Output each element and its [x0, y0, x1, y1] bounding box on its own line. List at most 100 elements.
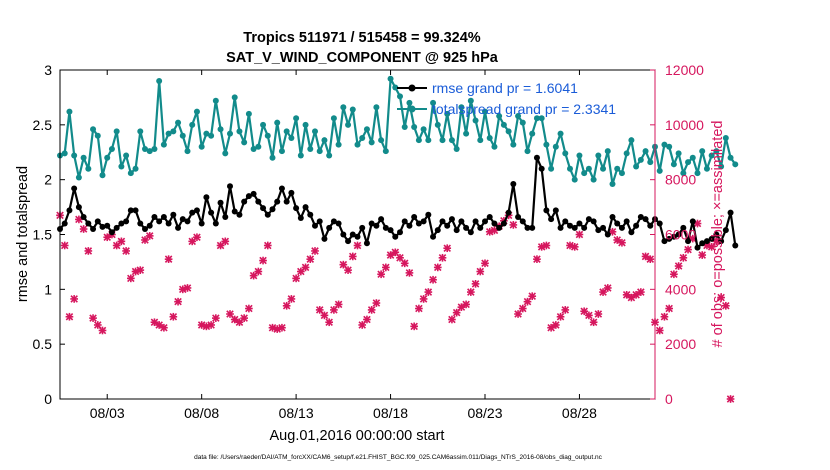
y-left-tick-label: 2	[44, 172, 52, 188]
legend-rmse-swatch	[397, 84, 427, 92]
series-totalspread-point	[420, 126, 427, 133]
series-rmse-point	[609, 213, 616, 220]
series-totalspread-point	[269, 154, 276, 161]
series-totalspread-point	[307, 145, 314, 152]
obs-point	[282, 301, 291, 310]
series-totalspread-point	[363, 126, 370, 133]
y-left-tick-label: 1	[44, 281, 52, 297]
series-totalspread-point	[118, 163, 125, 170]
series-totalspread-point	[222, 150, 229, 157]
series-rmse-point	[264, 211, 271, 218]
y-axis-left: 0 0.5 1 1.5 2 2.5 3	[33, 62, 65, 407]
obs-point	[684, 245, 692, 254]
obs-point	[476, 267, 485, 276]
series-totalspread-point	[694, 170, 701, 177]
series-rmse-point	[448, 216, 455, 223]
series-rmse-point	[165, 220, 172, 227]
y-axis-right-label: # of obs: o=possible; ×=assimilated	[710, 121, 726, 348]
obs-point	[245, 304, 253, 313]
series-rmse-point	[486, 213, 493, 220]
series-totalspread-point	[496, 113, 503, 120]
series-totalspread-point	[142, 145, 148, 152]
obs-point	[301, 263, 310, 272]
series-totalspread-point	[415, 137, 422, 144]
x-tick-label: 08/13	[279, 405, 314, 421]
series-rmse-point	[633, 222, 640, 229]
series-totalspread-point	[137, 128, 144, 135]
series-rmse-point	[160, 213, 167, 220]
obs-point	[466, 288, 475, 296]
series-rmse-point	[297, 215, 304, 222]
series-rmse-point	[99, 223, 106, 230]
series-totalspread-point	[444, 110, 451, 117]
y-left-tick-label: 3	[44, 62, 52, 78]
series-rmse-point	[548, 216, 555, 223]
series-rmse	[57, 154, 739, 251]
chart-title: Tropics 511971 / 515458 = 99.324%	[243, 30, 481, 46]
obs-point	[429, 275, 437, 284]
series-totalspread-point	[278, 148, 285, 155]
series-rmse-point	[562, 218, 569, 225]
series-rmse-point	[567, 222, 573, 229]
series-totalspread-point	[401, 124, 408, 131]
series-rmse-point	[189, 209, 196, 216]
series-totalspread-point	[283, 128, 290, 135]
series-rmse-point	[241, 198, 248, 205]
series-totalspread-point	[184, 148, 191, 155]
series-rmse-point	[151, 213, 158, 220]
series-rmse-point	[212, 220, 219, 227]
series-totalspread-point	[104, 154, 111, 161]
series-totalspread-point	[604, 148, 611, 155]
series-totalspread-point	[179, 132, 186, 139]
series-rmse-point	[467, 229, 474, 236]
series-totalspread-point	[99, 172, 106, 179]
obs-point	[660, 312, 669, 321]
series-rmse-point	[193, 207, 200, 214]
series-rmse-point	[345, 238, 352, 245]
series-totalspread-point	[297, 152, 304, 159]
series-totalspread-point	[467, 97, 474, 104]
series-rmse-point	[661, 238, 668, 245]
series-rmse-point	[316, 218, 323, 225]
obs-point	[98, 326, 107, 335]
series-rmse-point	[406, 222, 413, 229]
series-rmse-point	[500, 220, 507, 227]
x-tick-label: 08/28	[562, 405, 597, 421]
series-rmse-point	[363, 240, 370, 247]
obs-point	[292, 274, 300, 283]
obs-point	[145, 232, 154, 240]
obs-point	[721, 301, 730, 310]
series-rmse-point	[175, 224, 182, 231]
obs-point	[726, 395, 735, 403]
series-totalspread-point	[387, 75, 394, 82]
series-totalspread-point	[217, 126, 224, 133]
obs-point	[556, 312, 565, 321]
series-totalspread-point	[170, 128, 177, 135]
data-file-footnote: data file: /Users/raeder/DAI/ATM_forcXX/…	[194, 454, 603, 461]
series-rmse-point	[411, 213, 418, 220]
series-rmse-point	[198, 220, 205, 227]
obs-point	[169, 312, 178, 321]
series-rmse-point	[439, 218, 446, 225]
obs-point	[372, 299, 381, 307]
series-rmse-point	[373, 222, 380, 229]
series-totalspread-point	[463, 130, 470, 137]
obs-point	[646, 255, 655, 264]
obs-point	[221, 237, 230, 246]
series-rmse-point	[321, 235, 328, 242]
series-rmse-point	[694, 244, 701, 251]
obs-point	[561, 306, 570, 314]
obs-point	[207, 321, 215, 329]
series-totalspread-point	[151, 145, 158, 152]
series-totalspread-point	[293, 115, 300, 122]
y-right-tick-label: 10000	[665, 117, 704, 133]
series-totalspread-point	[637, 156, 644, 163]
series-totalspread-point	[406, 99, 413, 106]
obs-point	[405, 269, 414, 277]
obs-point	[174, 297, 182, 306]
series-totalspread-point	[434, 121, 441, 128]
series-totalspread-point	[600, 165, 607, 172]
series-totalspread-point	[458, 104, 465, 111]
series-totalspread-point	[335, 141, 342, 148]
series-totalspread-point	[316, 148, 323, 155]
